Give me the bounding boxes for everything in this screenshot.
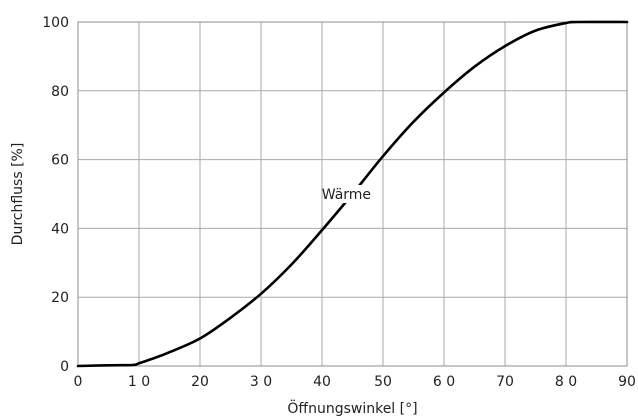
plot-area-frame [77, 21, 628, 367]
x-tick-label: 1 0 [128, 374, 150, 390]
x-tick-label: 40 [313, 374, 331, 390]
y-tick-label: 40 [51, 221, 69, 237]
x-tick-label: 50 [374, 374, 392, 390]
y-tick-label: 60 [51, 153, 69, 169]
y-axis-title: Durchfluss [%] [10, 143, 26, 246]
annotation-background [323, 185, 370, 203]
series-layer [76, 20, 629, 368]
y-tick-label: 100 [42, 15, 69, 31]
x-tick-label: 0 [74, 374, 83, 390]
y-tick-label: 20 [51, 290, 69, 306]
x-tick-label: 3 0 [250, 374, 272, 390]
x-tick-label: 20 [191, 374, 209, 390]
x-tick-label: 70 [496, 374, 514, 390]
y-tick-label: 80 [51, 84, 69, 100]
y-tick-label: 0 [60, 359, 69, 375]
x-tick-label: 8 0 [555, 374, 577, 390]
series-line-waerme [76, 20, 629, 368]
series-annotation-label: Wärme [322, 187, 371, 203]
x-tick-label: 90 [618, 374, 636, 390]
x-tick-label: 6 0 [433, 374, 455, 390]
annotation-layer: Wärme [322, 185, 371, 203]
x-axis-ticks: 0 1 0 20 3 0 40 50 6 0 70 8 0 90 [74, 374, 636, 390]
x-axis-title: Öffnungswinkel [°] [287, 399, 417, 417]
y-axis-ticks: 0 20 40 60 80 100 [42, 15, 69, 375]
